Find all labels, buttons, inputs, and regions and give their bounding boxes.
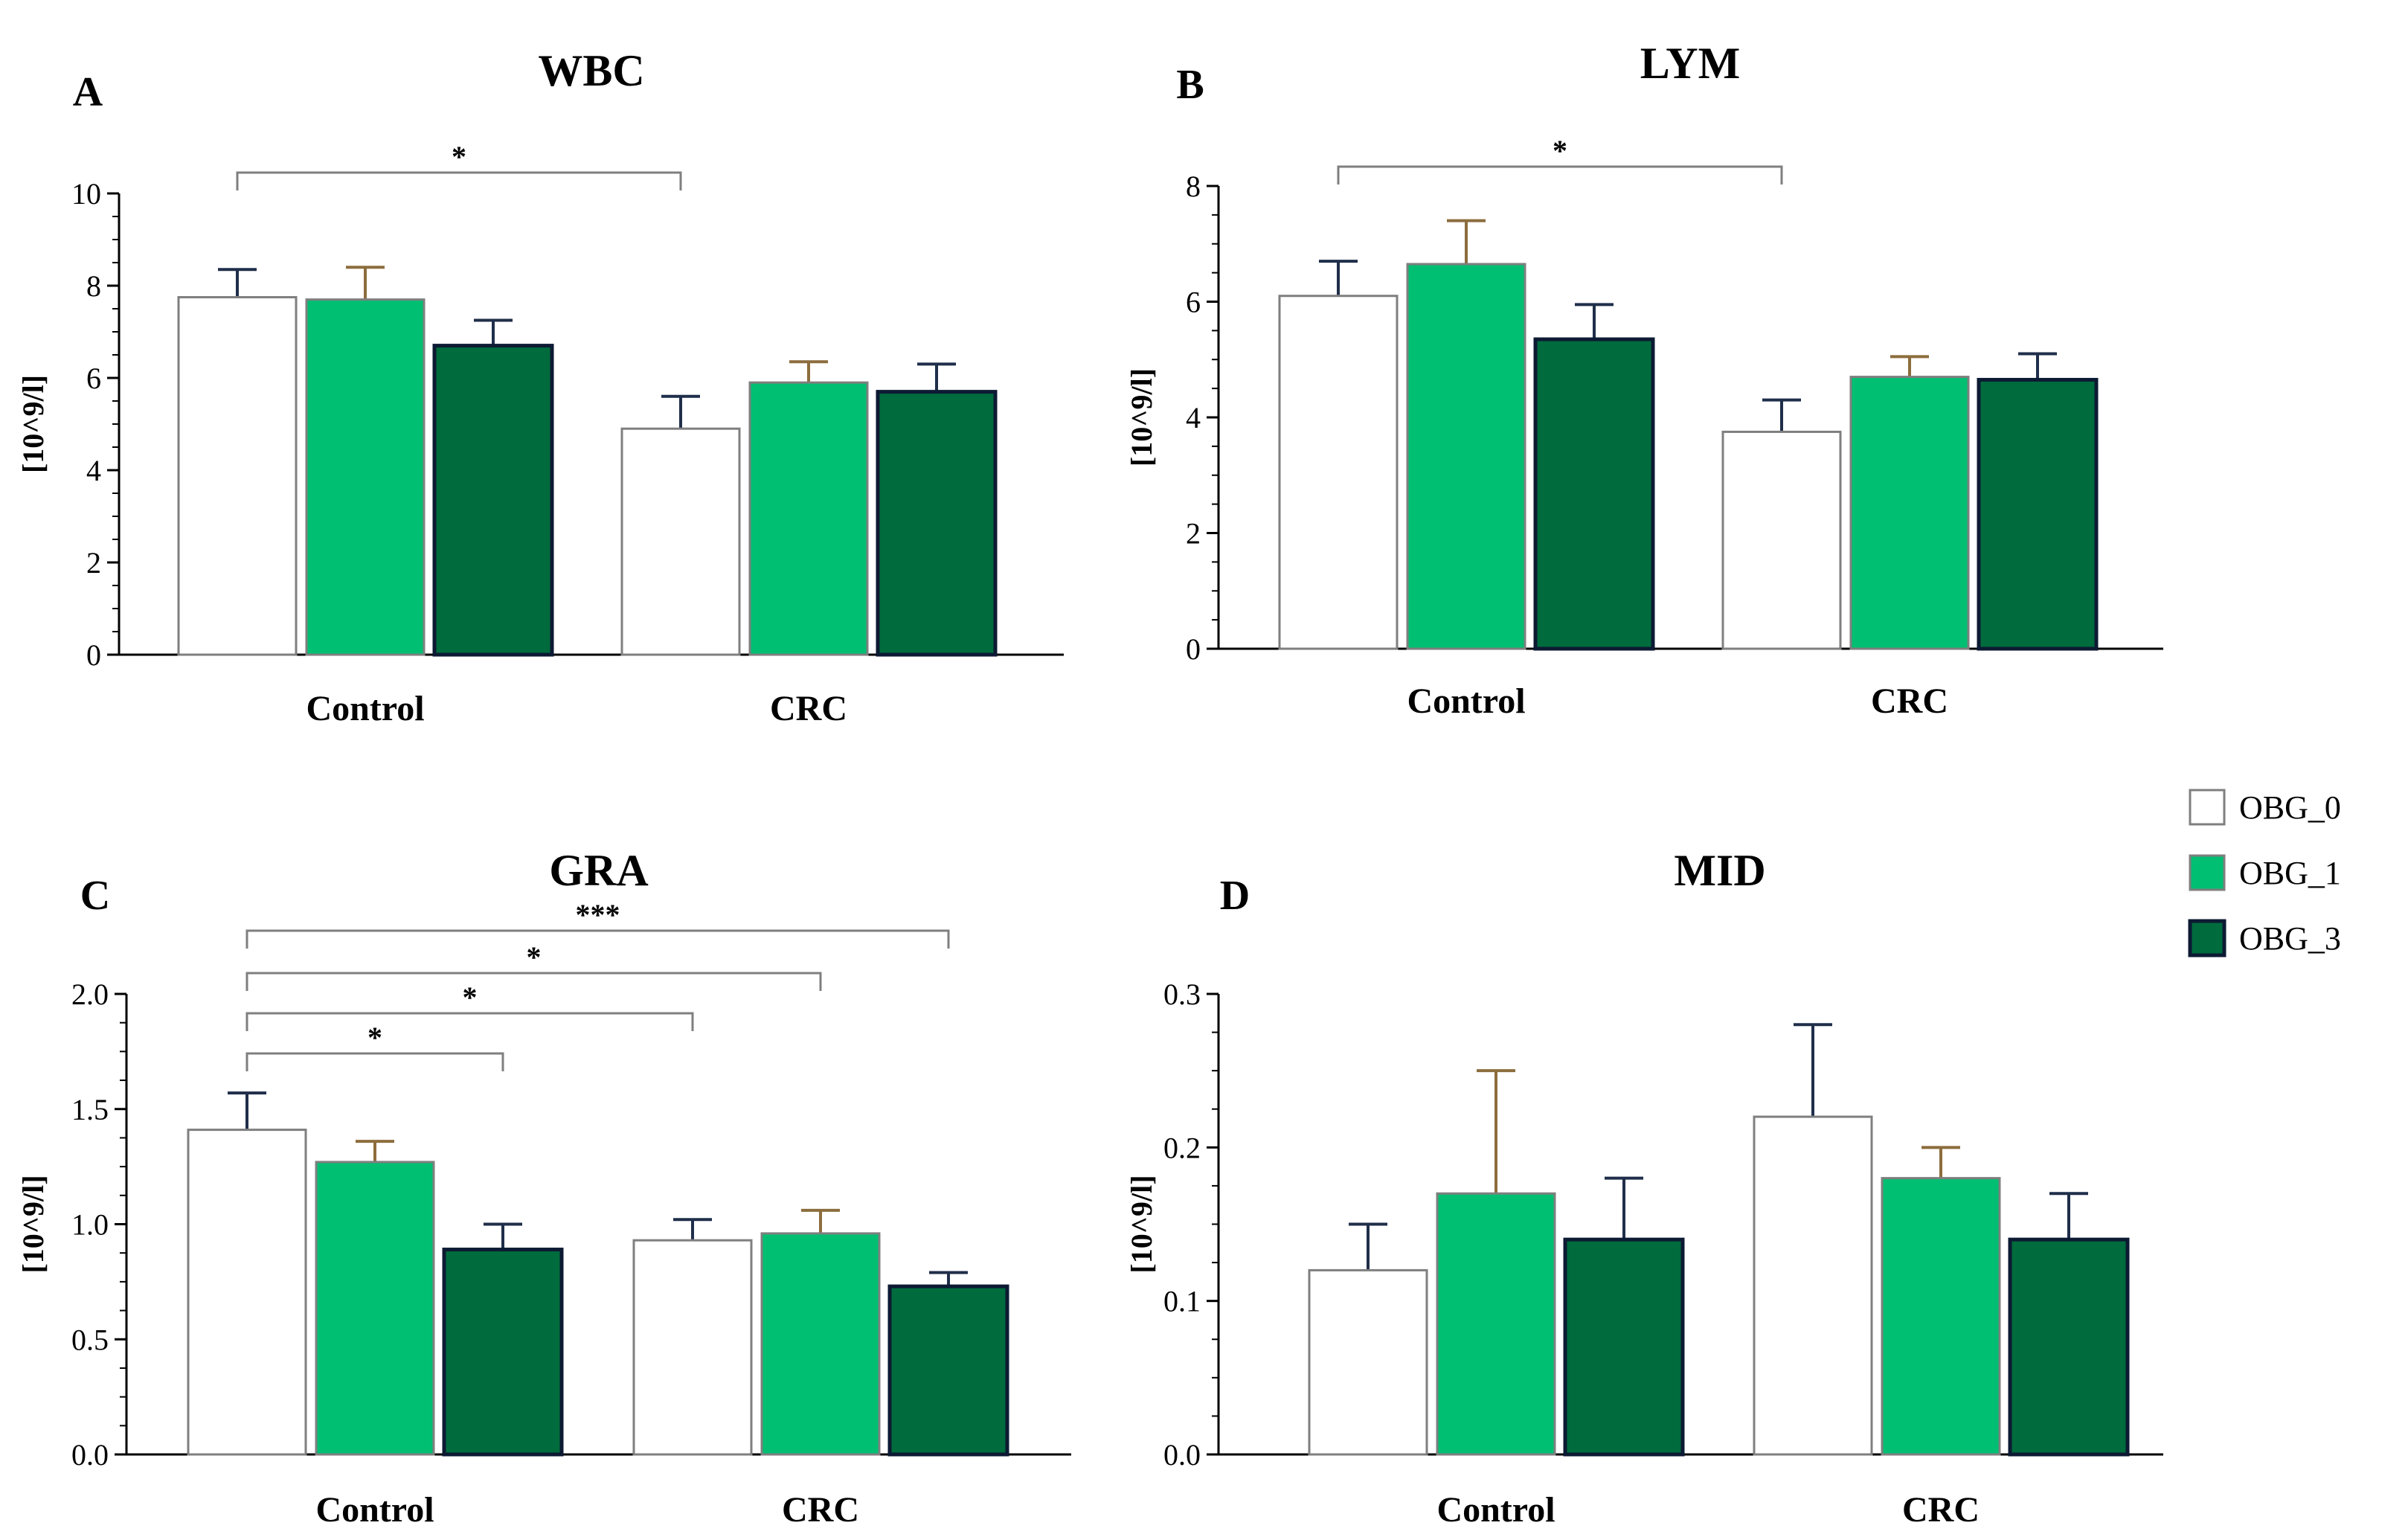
- bar-obg-1: [1406, 263, 1526, 650]
- chart-panel-d: MID D 0.0 0.1 0.2 0.3 [10^9/l] Control CRC: [1125, 846, 2163, 1530]
- panel-letter: B: [1176, 62, 1204, 108]
- y-tick-label: 2.0: [71, 978, 109, 1011]
- x-category-label: CRC: [770, 689, 847, 728]
- y-tick-label: 4: [86, 454, 101, 487]
- bar-obg-0: [1278, 295, 1399, 650]
- y-tick-label: 8: [1186, 170, 1201, 203]
- bar-obg-1: [1849, 376, 1970, 650]
- significance-bracket: [245, 1052, 504, 1071]
- significance-label: *: [367, 1021, 382, 1054]
- legend-label: OBG_3: [2239, 920, 2341, 957]
- bar-obg-0: [1308, 1268, 1428, 1456]
- legend-label: OBG_0: [2239, 789, 2341, 826]
- bar-obg-3: [1563, 1237, 1685, 1457]
- bar-obg-3: [432, 344, 554, 657]
- bar-obg-1: [1436, 1192, 1556, 1456]
- x-category-label: CRC: [1902, 1490, 1980, 1530]
- y-tick-label: 6: [1186, 286, 1201, 319]
- bar-obg-0: [1753, 1115, 1873, 1456]
- significance-bracket: [245, 929, 950, 949]
- legend: OBG_0 OBG_1 OBG_3: [2188, 789, 2341, 957]
- y-tick-label: 0.0: [71, 1438, 109, 1472]
- chart-panel-b: LYM B 0 2 4 6 8 [10^9/l] Control CRC *: [1125, 39, 2163, 721]
- y-tick-label: 0: [1186, 632, 1201, 666]
- y-tick-label: 4: [1186, 401, 1201, 434]
- y-tick-label: 8: [86, 269, 101, 303]
- bar-obg-1: [748, 381, 869, 656]
- legend-swatch-obg-3: [2188, 919, 2226, 957]
- legend-swatch-obg-0: [2189, 789, 2226, 826]
- significance-label: *: [1553, 134, 1567, 167]
- y-axis-label: [10^9/l]: [1125, 368, 1158, 466]
- bar-obg-1: [760, 1232, 881, 1456]
- bar-obg-3: [1533, 337, 1655, 651]
- y-tick-label: 0.5: [71, 1323, 109, 1356]
- y-tick-label: 0.0: [1163, 1438, 1201, 1472]
- x-category-label: Control: [306, 689, 424, 728]
- bar-obg-0: [620, 427, 741, 656]
- chart-title: MID: [1674, 846, 1765, 895]
- bar-obg-3: [2008, 1237, 2130, 1457]
- significance-bracket: [236, 171, 682, 190]
- panel-letter: C: [80, 873, 110, 919]
- chart-title: LYM: [1640, 39, 1740, 88]
- panel-letter: A: [73, 69, 103, 115]
- y-tick-label: 1.5: [71, 1093, 109, 1126]
- bar-obg-3: [876, 390, 998, 657]
- significance-bracket: [245, 972, 822, 991]
- y-axis-label: [10^9/l]: [16, 1175, 50, 1273]
- significance-label: ***: [576, 898, 620, 931]
- chart-title: GRA: [549, 846, 648, 895]
- y-tick-label: 0.3: [1163, 978, 1201, 1011]
- significance-bracket: [1337, 165, 1783, 185]
- x-category-label: Control: [315, 1490, 434, 1530]
- x-category-label: CRC: [1871, 681, 1948, 721]
- y-tick-label: 2: [86, 546, 101, 580]
- y-axis-label: [10^9/l]: [1125, 1175, 1158, 1273]
- bar-obg-3: [887, 1284, 1009, 1457]
- x-category-label: CRC: [782, 1490, 859, 1530]
- bar-obg-1: [305, 298, 426, 656]
- bar-obg-0: [177, 296, 298, 656]
- significance-bracket: [245, 1012, 694, 1031]
- x-category-label: Control: [1407, 681, 1525, 721]
- legend-swatch-obg-1: [2189, 854, 2226, 891]
- significance-label: *: [527, 940, 542, 974]
- bar-obg-0: [187, 1129, 307, 1456]
- y-tick-label: 2: [1186, 517, 1201, 551]
- y-axis-label: [10^9/l]: [16, 375, 50, 473]
- y-tick-label: 1.0: [71, 1208, 109, 1242]
- y-tick-label: 10: [71, 177, 101, 211]
- bar-obg-0: [1721, 430, 1842, 650]
- bar-obg-0: [632, 1239, 753, 1456]
- chart-title: WBC: [538, 46, 644, 95]
- bar-obg-1: [315, 1161, 435, 1456]
- bar-obg-3: [1977, 377, 2099, 651]
- bar-obg-3: [442, 1248, 564, 1457]
- y-tick-label: 6: [86, 362, 101, 395]
- significance-label: *: [463, 981, 478, 1014]
- x-category-label: Control: [1436, 1490, 1555, 1530]
- legend-label: OBG_1: [2239, 855, 2341, 891]
- chart-panel-a: WBC A 0 2 4 6 8 10 [10^9/l] Control CRC *: [16, 46, 1064, 728]
- y-tick-label: 0.2: [1163, 1131, 1201, 1164]
- bar-obg-1: [1881, 1177, 2001, 1456]
- significance-label: *: [452, 140, 466, 173]
- panel-letter: D: [1220, 873, 1250, 919]
- y-tick-label: 0: [86, 638, 101, 672]
- y-tick-label: 0.1: [1163, 1285, 1201, 1318]
